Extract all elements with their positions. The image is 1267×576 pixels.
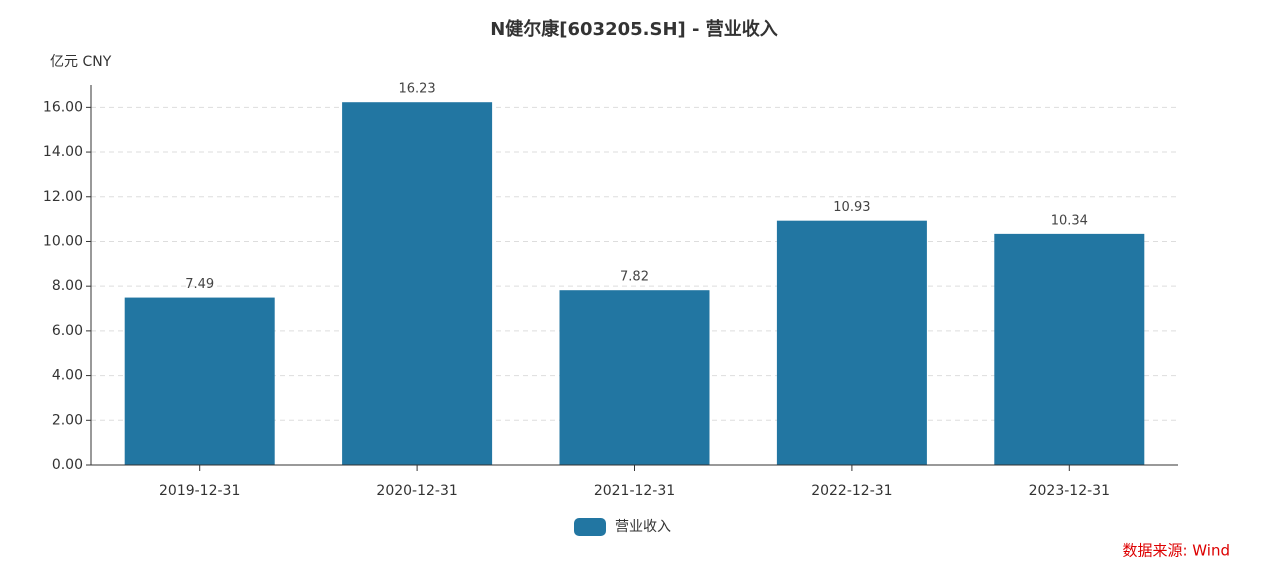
value-label: 16.23: [398, 82, 435, 97]
legend-swatch: [574, 518, 606, 536]
y-tick-label: 6.00: [52, 323, 83, 339]
y-tick-label: 14.00: [43, 144, 83, 160]
x-tick-label: 2022-12-31: [811, 483, 892, 499]
bar: [342, 102, 493, 465]
y-tick-label: 8.00: [52, 278, 83, 294]
legend-label: 营业收入: [615, 519, 671, 535]
value-label: 7.49: [185, 277, 214, 292]
y-tick-label: 16.00: [43, 99, 83, 115]
bar: [124, 297, 275, 465]
value-label: 10.34: [1051, 213, 1088, 228]
bar: [559, 290, 710, 465]
y-tick-label: 0.00: [52, 457, 83, 473]
x-tick-label: 2020-12-31: [376, 483, 457, 499]
x-tick-label: 2023-12-31: [1029, 483, 1110, 499]
x-tick-label: 2021-12-31: [594, 483, 675, 499]
value-label: 7.82: [620, 270, 649, 285]
y-axis-unit: 亿元 CNY: [50, 54, 112, 70]
y-tick-label: 12.00: [43, 189, 83, 205]
chart-title: N健尔康[603205.SH] - 营业收入: [490, 18, 778, 40]
bar: [776, 220, 927, 465]
x-tick-label: 2019-12-31: [159, 483, 240, 499]
value-label: 10.93: [833, 200, 870, 215]
source-note: 数据来源: Wind: [1122, 542, 1230, 560]
bar: [994, 233, 1145, 465]
y-tick-label: 2.00: [52, 412, 83, 428]
y-tick-label: 4.00: [52, 368, 83, 384]
y-tick-label: 10.00: [43, 233, 83, 249]
